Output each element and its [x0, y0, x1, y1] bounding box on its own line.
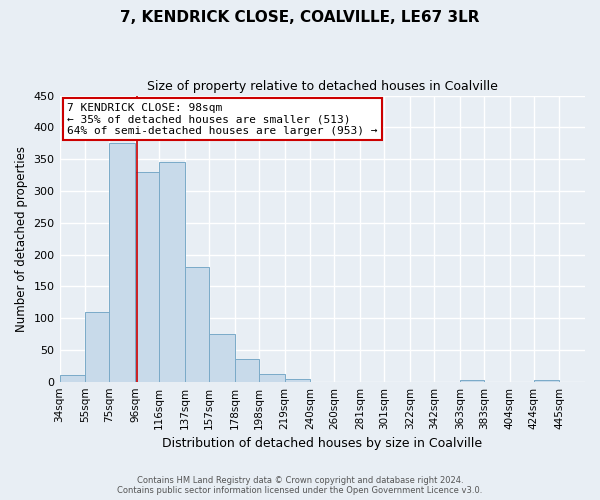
- Text: Contains HM Land Registry data © Crown copyright and database right 2024.
Contai: Contains HM Land Registry data © Crown c…: [118, 476, 482, 495]
- Bar: [109, 143, 135, 382]
- Text: 7 KENDRICK CLOSE: 98sqm
← 35% of detached houses are smaller (513)
64% of semi-d: 7 KENDRICK CLOSE: 98sqm ← 35% of detache…: [67, 102, 378, 136]
- Y-axis label: Number of detached properties: Number of detached properties: [15, 146, 28, 332]
- Bar: [235, 360, 259, 382]
- Bar: [185, 267, 209, 382]
- Title: Size of property relative to detached houses in Coalville: Size of property relative to detached ho…: [147, 80, 498, 93]
- Bar: [59, 376, 85, 382]
- Bar: [159, 162, 185, 382]
- X-axis label: Distribution of detached houses by size in Coalville: Distribution of detached houses by size …: [162, 437, 482, 450]
- Bar: [209, 334, 235, 382]
- Bar: [284, 378, 310, 382]
- Bar: [259, 374, 284, 382]
- Bar: [135, 172, 159, 382]
- Bar: [85, 312, 109, 382]
- Bar: [534, 380, 559, 382]
- Text: 7, KENDRICK CLOSE, COALVILLE, LE67 3LR: 7, KENDRICK CLOSE, COALVILLE, LE67 3LR: [120, 10, 480, 25]
- Bar: [460, 380, 484, 382]
